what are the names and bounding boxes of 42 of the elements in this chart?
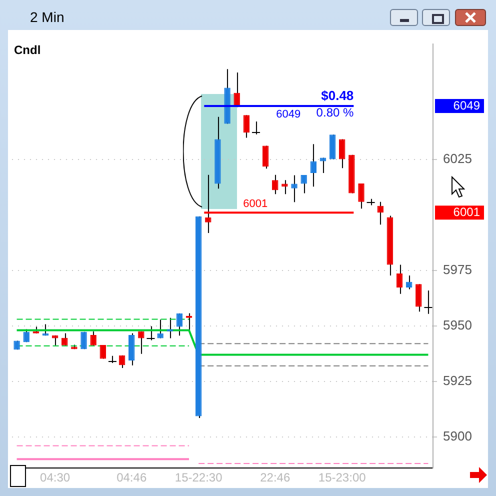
- candlestick: [272, 174, 278, 195]
- x-tick-label: 04:46: [116, 470, 147, 485]
- text: 6001: [453, 204, 480, 219]
- candlestick: [157, 319, 164, 339]
- candlestick: [396, 264, 403, 294]
- candlestick: [300, 174, 307, 194]
- chart-title: 2 Min: [30, 9, 64, 25]
- candlestick: [282, 180, 288, 195]
- candlestick: [243, 114, 250, 138]
- candlestick: [118, 354, 126, 369]
- ref-line-label: 6001: [243, 198, 268, 210]
- x-tick-label: 22:46: [260, 470, 290, 485]
- x-tick-label: 15-22:30: [174, 470, 223, 485]
- candlestick: [166, 317, 173, 339]
- annotation: $0.48: [321, 88, 354, 104]
- candlestick: [176, 312, 183, 336]
- y-tick-label: 5950: [443, 317, 472, 332]
- candlestick: [138, 330, 144, 354]
- x-tick-label: 04:30: [40, 470, 70, 485]
- ref-line-label: 6049: [276, 108, 301, 121]
- candlestick: [320, 157, 326, 174]
- candlestick: [338, 138, 346, 169]
- y-tick-label: 5975: [443, 262, 472, 277]
- candlestick: [205, 174, 212, 234]
- candlestick: [62, 332, 68, 346]
- candlestick: [90, 330, 96, 346]
- x-tick-label: 15-23:00: [318, 470, 366, 485]
- candlestick: [310, 144, 317, 188]
- candlestick: [291, 174, 298, 203]
- candlestick: [262, 145, 269, 170]
- text: 6049: [453, 98, 480, 112]
- candlestick: [406, 274, 412, 290]
- candlestick: [128, 332, 135, 366]
- y-tick-label: 5900: [443, 428, 472, 444]
- annotation: 0.80 %: [316, 105, 354, 120]
- y-tick-label: 6025: [443, 150, 472, 166]
- candlestick: [234, 72, 240, 108]
- candlestick: [377, 201, 384, 226]
- candlestick: [416, 284, 422, 312]
- candlestick: [358, 183, 364, 210]
- y-tick-label: 5925: [443, 372, 472, 388]
- annotation: Cndl: [14, 43, 41, 58]
